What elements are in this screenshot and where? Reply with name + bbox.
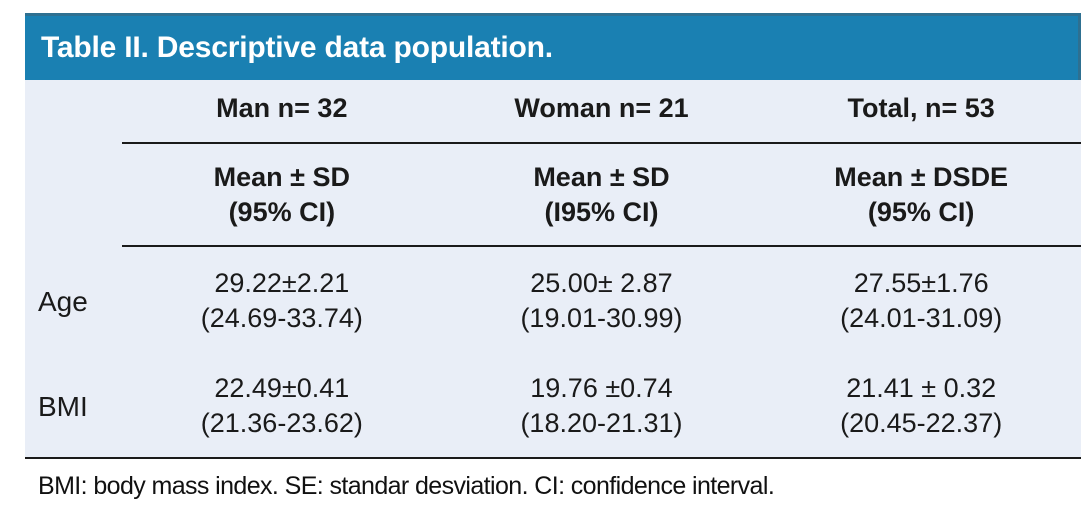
table-title: Table II. Descriptive data population.	[41, 31, 553, 64]
bmi-man-mean: 22.49±0.41	[214, 373, 350, 403]
bmi-man-ci: (21.36-23.62)	[200, 408, 363, 438]
subheader-man-line1: Mean ± SD	[213, 161, 350, 192]
age-woman-cell: 25.00± 2.87 (19.01-30.99)	[442, 247, 762, 355]
bmi-total-ci: (20.45-22.37)	[840, 408, 1003, 438]
age-man-mean: 29.22±2.21	[214, 268, 350, 298]
age-total-ci: (24.01-31.09)	[840, 303, 1003, 333]
age-total-mean: 27.55±1.76	[853, 268, 989, 298]
bmi-woman-mean: 19.76 ±0.74	[530, 373, 673, 403]
column-header-woman: Woman n= 21	[441, 80, 762, 144]
age-man-cell: 29.22±2.21 (24.69-33.74)	[122, 247, 442, 355]
subheader-woman-line1: Mean ± SD	[533, 161, 670, 192]
column-header-row: Man n= 32 Woman n= 21 Total, n= 53	[25, 80, 1081, 144]
row-label-age: Age	[38, 285, 88, 317]
row-label-bmi: BMI	[38, 390, 88, 422]
bmi-man-cell: 22.49±0.41 (21.36-23.62)	[122, 355, 442, 457]
table-figure: Table II. Descriptive data population. M…	[25, 13, 1081, 501]
subheader-total-line1: Mean ± DSDE	[834, 161, 1009, 192]
bmi-total-mean: 21.41 ± 0.32	[846, 373, 997, 403]
corner-cell	[25, 80, 122, 144]
bmi-woman-ci: (18.20-21.31)	[520, 408, 683, 438]
column-header-man: Man n= 32	[122, 80, 442, 144]
subheader-man-line2: (95% CI)	[228, 196, 336, 227]
bmi-woman-cell: 19.76 ±0.74 (18.20-21.31)	[442, 355, 762, 457]
bmi-total-cell: 21.41 ± 0.32 (20.45-22.37)	[761, 355, 1081, 457]
subheader-woman-line2: (I95% CI)	[544, 196, 659, 227]
age-man-ci: (24.69-33.74)	[200, 303, 363, 333]
table-footnote: BMI: body mass index. SE: standar desvia…	[38, 472, 775, 500]
column-header-total: Total, n= 53	[761, 80, 1081, 144]
table-row-bmi: BMI 22.49±0.41 (21.36-23.62) 19.76 ±0.74…	[25, 355, 1081, 457]
subheader-row: Mean ± SD (95% CI) Mean ± SD (I95% CI) M…	[25, 144, 1081, 247]
subheader-man: Mean ± SD (95% CI)	[122, 144, 442, 247]
age-woman-ci: (19.01-30.99)	[520, 303, 683, 333]
table-title-bar: Table II. Descriptive data population.	[25, 13, 1081, 80]
age-total-cell: 27.55±1.76 (24.01-31.09)	[761, 247, 1081, 355]
table-row-age: Age 29.22±2.21 (24.69-33.74) 25.00± 2.87…	[25, 247, 1081, 355]
table-body: Man n= 32 Woman n= 21 Total, n= 53 Mean …	[25, 80, 1081, 459]
subheader-total-line2: (95% CI)	[867, 196, 975, 227]
age-woman-mean: 25.00± 2.87	[530, 268, 673, 298]
subheader-spacer	[25, 144, 122, 247]
subheader-total: Mean ± DSDE (95% CI)	[761, 144, 1081, 247]
subheader-woman: Mean ± SD (I95% CI)	[441, 144, 762, 247]
